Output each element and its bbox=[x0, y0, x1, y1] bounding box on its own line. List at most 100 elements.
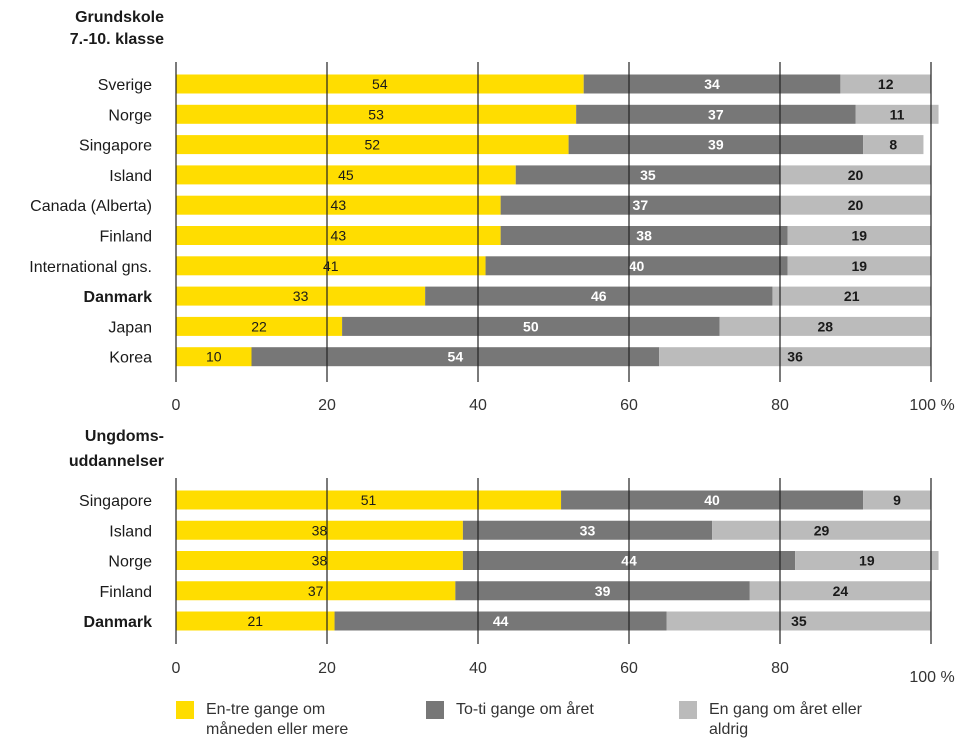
data-label-sverige-en-gang: 12 bbox=[878, 76, 894, 92]
bar-japan-en-gang bbox=[719, 316, 931, 336]
data-label-norge-en-tre: 38 bbox=[312, 553, 328, 569]
data-label-korea-en-tre: 10 bbox=[206, 349, 222, 365]
tick-label-40: 40 bbox=[469, 660, 487, 677]
category-label-singapore: Singapore bbox=[79, 493, 152, 510]
data-label-singapore-en-gang: 9 bbox=[893, 492, 901, 508]
bar-island-to-ti bbox=[515, 165, 780, 185]
data-label-finland-en-gang: 19 bbox=[851, 228, 867, 244]
chart-title-line-1: Ungdoms- bbox=[85, 428, 164, 445]
tick-label-80: 80 bbox=[771, 660, 789, 677]
bar-island-en-tre bbox=[176, 520, 463, 540]
data-label-danmark-en-gang: 35 bbox=[791, 613, 807, 629]
bar-singapore-en-gang bbox=[863, 490, 931, 510]
category-label-korea: Korea bbox=[109, 350, 152, 367]
bar-finland-en-gang bbox=[787, 226, 931, 245]
bar-sverige-en-gang bbox=[840, 74, 931, 94]
category-label-danmark: Danmark bbox=[84, 614, 153, 631]
bar-finland-en-gang bbox=[749, 581, 931, 601]
data-label-singapore-en-tre: 51 bbox=[361, 492, 377, 508]
category-label-norge: Norge bbox=[108, 554, 152, 571]
data-label-singapore-to-ti: 39 bbox=[708, 137, 724, 153]
bar-danmark-en-tre bbox=[176, 611, 335, 631]
bar-sverige-to-ti bbox=[583, 74, 841, 94]
category-label-island: Island bbox=[109, 523, 152, 540]
bar-island-to-ti bbox=[462, 520, 713, 540]
tick-label-60: 60 bbox=[620, 660, 638, 677]
tick-label-80: 80 bbox=[771, 397, 789, 414]
data-label-island-en-gang: 29 bbox=[814, 522, 830, 538]
chart-panel-1: Grundskole 7.-10. klasse Sverige 54 34 12 Norg… bbox=[29, 9, 954, 414]
legend-item-en-gang: En gang om året eller aldrig bbox=[679, 700, 889, 740]
bar-norge-en-gang bbox=[855, 104, 939, 124]
legend-swatch-en-gang bbox=[679, 701, 697, 719]
bar-danmark-to-ti bbox=[334, 611, 667, 631]
data-label-sverige-en-tre: 54 bbox=[372, 76, 388, 92]
bar-singapore-to-ti bbox=[561, 490, 864, 510]
data-label-island-en-tre: 45 bbox=[338, 167, 354, 183]
data-label-norge-en-tre: 53 bbox=[368, 106, 384, 122]
data-label-sverige-to-ti: 34 bbox=[704, 76, 720, 92]
data-label-japan-en-gang: 28 bbox=[818, 318, 834, 334]
data-label-island-to-ti: 33 bbox=[580, 522, 596, 538]
bar-korea-to-ti bbox=[251, 347, 660, 367]
data-label-danmark-en-gang: 21 bbox=[844, 288, 860, 304]
category-label-finland: Finland bbox=[100, 584, 152, 601]
data-label-singapore-to-ti: 40 bbox=[704, 492, 720, 508]
bar-island-en-gang bbox=[712, 520, 931, 540]
bar-danmark-en-gang bbox=[772, 286, 931, 306]
category-label-norge: Norge bbox=[108, 107, 152, 124]
legend-swatch-en-tre bbox=[176, 701, 194, 719]
bar-norge-en-gang bbox=[795, 551, 939, 570]
chart-title-line-2: 7.-10. klasse bbox=[70, 31, 164, 48]
legend-item-to-ti: To-ti gange om året bbox=[426, 700, 636, 720]
category-label-japan: Japan bbox=[108, 319, 152, 336]
chart-title-line-1: Grundskole bbox=[75, 9, 164, 26]
category-label-danmark: Danmark bbox=[84, 289, 153, 306]
data-label-danmark-to-ti: 44 bbox=[493, 613, 509, 629]
bar-finland-to-ti bbox=[500, 226, 788, 245]
data-label-finland-en-gang: 24 bbox=[833, 583, 849, 599]
data-label-japan-en-tre: 22 bbox=[251, 318, 267, 334]
bar-singapore-en-tre bbox=[176, 490, 562, 510]
data-label-island-en-tre: 38 bbox=[312, 522, 328, 538]
tick-label-40: 40 bbox=[469, 397, 487, 414]
data-label-international-gns-to-ti: 40 bbox=[629, 258, 645, 274]
data-label-singapore-en-tre: 52 bbox=[365, 137, 381, 153]
bar-sverige-en-tre bbox=[176, 74, 584, 94]
bar-danmark-en-tre bbox=[176, 286, 426, 306]
bar-island-en-tre bbox=[176, 165, 516, 185]
data-label-singapore-en-gang: 8 bbox=[889, 137, 897, 153]
bar-singapore-en-tre bbox=[176, 135, 569, 155]
bar-international-gns-en-tre bbox=[176, 256, 486, 276]
tick-label-100: 100 % bbox=[909, 669, 954, 686]
data-label-finland-en-tre: 37 bbox=[308, 583, 324, 599]
data-label-international-gns-en-gang: 19 bbox=[851, 258, 867, 274]
data-label-norge-to-ti: 37 bbox=[708, 106, 724, 122]
bar-korea-en-tre bbox=[176, 347, 252, 367]
bar-danmark-en-gang bbox=[666, 611, 931, 631]
data-label-danmark-en-tre: 33 bbox=[293, 288, 309, 304]
legend: En-tre gange om måneden eller mere To-ti… bbox=[0, 700, 961, 740]
category-label-finland: Finland bbox=[100, 229, 152, 246]
bar-singapore-en-gang bbox=[863, 135, 924, 155]
data-label-island-to-ti: 35 bbox=[640, 167, 656, 183]
chart-title-line-2: uddannelser bbox=[69, 453, 164, 470]
data-label-norge-en-gang: 19 bbox=[859, 553, 875, 569]
bar-canada-alberta-en-tre bbox=[176, 195, 501, 215]
bar-danmark-to-ti bbox=[425, 286, 773, 306]
tick-label-20: 20 bbox=[318, 397, 336, 414]
chart-panel-2: Ungdoms-uddannelser Singapore 51 40 9 Island 3… bbox=[69, 428, 955, 686]
tick-label-0: 0 bbox=[172, 660, 181, 677]
data-label-finland-to-ti: 39 bbox=[595, 583, 611, 599]
data-label-canada-alberta-en-gang: 20 bbox=[848, 197, 864, 213]
category-label-canada-alberta: Canada (Alberta) bbox=[30, 198, 152, 215]
data-label-finland-en-tre: 43 bbox=[331, 228, 347, 244]
bar-norge-en-tre bbox=[176, 551, 463, 570]
bar-international-gns-en-gang bbox=[787, 256, 931, 276]
data-label-canada-alberta-to-ti: 37 bbox=[633, 197, 649, 213]
legend-swatch-to-ti bbox=[426, 701, 444, 719]
bar-finland-en-tre bbox=[176, 226, 501, 245]
bar-norge-to-ti bbox=[576, 104, 856, 124]
data-label-danmark-en-tre: 21 bbox=[247, 613, 263, 629]
bar-island-en-gang bbox=[780, 165, 931, 185]
